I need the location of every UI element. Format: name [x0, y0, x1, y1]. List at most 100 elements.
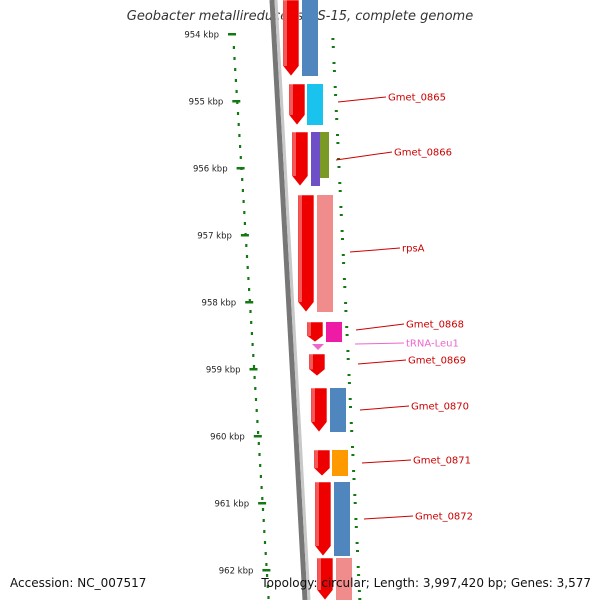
- outer-scale-dot: [332, 62, 336, 64]
- cog-bar: [311, 132, 320, 186]
- outer-scale-dot: [331, 46, 335, 48]
- outer-scale-dot: [345, 334, 349, 336]
- major-tick: [258, 502, 267, 505]
- outer-scale-dot: [347, 374, 351, 376]
- outer-scale-dot: [336, 142, 340, 144]
- gene-arrow: [291, 131, 309, 187]
- gene-label: Gmet_0871: [413, 456, 471, 467]
- gene-arrow-shine: [315, 450, 318, 469]
- scale-dot: [261, 497, 264, 500]
- gene-arrow-shine: [290, 84, 293, 115]
- gene-label: Gmet_0870: [411, 402, 469, 413]
- outer-scale-dot: [353, 502, 357, 504]
- scale-dot: [238, 134, 241, 137]
- gene-tracks: [282, 0, 352, 600]
- label-leader-line: [363, 515, 414, 520]
- cog-bar: [336, 558, 352, 600]
- label-leader-line: [357, 359, 407, 365]
- gene-arrow-shine: [293, 132, 296, 176]
- gene-arrow-shine: [308, 322, 311, 336]
- major-tick: [245, 301, 254, 304]
- major-tick: [253, 435, 262, 438]
- outer-scale-dot: [342, 278, 346, 280]
- cog-bar: [307, 84, 323, 125]
- scale-dot: [263, 541, 267, 544]
- tick-label: 957 kbp: [197, 232, 232, 242]
- outer-scale-dot: [344, 310, 348, 312]
- outer-scale-dot: [339, 214, 343, 216]
- scale-dot: [234, 79, 237, 82]
- label-leader-line: [337, 96, 387, 103]
- cog-bar: [317, 195, 333, 312]
- outer-scale-dot: [334, 110, 338, 112]
- scale-dot: [245, 244, 248, 247]
- gene-label: Gmet_0869: [408, 356, 466, 367]
- major-tick: [236, 167, 245, 170]
- gene-arrow-shine: [312, 388, 315, 422]
- scale-dot: [245, 255, 249, 258]
- tick-label: 962 kbp: [219, 567, 254, 577]
- major-tick: [262, 569, 271, 572]
- scale-dot: [243, 211, 246, 214]
- cog-bar: [334, 482, 350, 556]
- cog-bar: [330, 388, 346, 432]
- outer-scale-dot: [344, 302, 348, 304]
- cog-bar: [302, 0, 318, 76]
- outer-scale-dot: [350, 430, 354, 432]
- scale-dot: [257, 442, 260, 445]
- scale-dot: [263, 530, 266, 533]
- gene-arrow: [313, 449, 331, 477]
- scale-dot: [239, 156, 242, 159]
- backbone-track: [269, 0, 311, 600]
- backbone-line: [269, 0, 308, 600]
- scale-dot: [250, 321, 253, 324]
- scale-dot: [241, 189, 244, 192]
- scale-dot: [250, 332, 253, 335]
- genome-title: Geobacter metallireducens GS-15, complet…: [126, 9, 474, 24]
- scale-dot: [254, 387, 257, 390]
- scale-dot: [252, 354, 255, 357]
- scale-dot: [232, 46, 235, 49]
- outer-scale-dot: [355, 542, 359, 544]
- outer-scale-dot: [332, 70, 336, 72]
- outer-scale-dot: [356, 566, 360, 568]
- scale-dot: [262, 519, 265, 522]
- gene-label: Gmet_0868: [406, 320, 464, 331]
- gene-arrow: [288, 83, 306, 126]
- scale-dot: [236, 112, 240, 115]
- outer-scale-dot: [340, 230, 344, 232]
- major-tick: [249, 368, 258, 371]
- gene-arrow-shine: [310, 354, 313, 370]
- scale-dot: [261, 508, 265, 511]
- topology-text: Topology: circular; Length: 3,997,420 bp…: [261, 576, 591, 590]
- gene-label: tRNA-Leu1: [406, 339, 459, 350]
- scale-dot: [233, 57, 236, 60]
- gene-arrow: [308, 353, 326, 377]
- outer-scale-dot: [349, 406, 352, 408]
- scale-dot: [237, 123, 240, 126]
- scale-dot: [241, 178, 244, 181]
- scale-dot: [266, 585, 269, 588]
- outer-scale-dot: [338, 190, 342, 192]
- scale-dot: [239, 145, 242, 148]
- tick-label: 958 kbp: [202, 299, 237, 309]
- outer-scale-dot: [352, 470, 356, 472]
- outer-scale-dot: [341, 254, 345, 256]
- outer-scale-dot: [353, 494, 357, 496]
- gene-arrow: [297, 194, 315, 313]
- tick-label: 960 kbp: [210, 433, 245, 443]
- gene-arrow: [282, 0, 300, 77]
- outer-scale-dot: [339, 206, 343, 208]
- major-tick: [240, 234, 249, 237]
- cog-bar: [326, 322, 342, 342]
- scale-dot: [253, 376, 256, 379]
- outer-scale-dot: [333, 86, 337, 88]
- cog-bar: [332, 450, 348, 476]
- label-leader-line: [359, 405, 410, 411]
- gene-label: Gmet_0872: [415, 512, 473, 523]
- outer-scale-dot: [337, 166, 341, 168]
- label-leader-line: [354, 342, 405, 345]
- scale-dot: [249, 310, 252, 313]
